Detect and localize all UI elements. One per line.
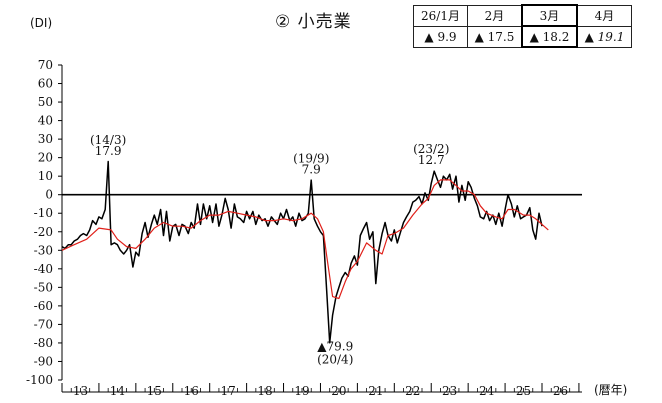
y-tick-label: -70: [34, 317, 53, 331]
annotation-period: (20/4): [317, 352, 353, 366]
annotation-period: (14/3): [90, 133, 126, 147]
annotation-period: (19/9): [293, 151, 329, 165]
annotation-value: 7.9: [302, 162, 321, 176]
y-tick-label: 10: [38, 169, 53, 183]
y-tick-label: 70: [38, 58, 53, 72]
y-tick-label: 20: [38, 151, 53, 165]
y-tick-label: -30: [34, 243, 53, 257]
x-tick-label: 15: [147, 384, 162, 398]
y-axis: 70 60 50 40 30 20 10 0 -10 -20 -30 -40 -50 -60 -70 -80 -…: [26, 58, 582, 387]
forecast-value-1: ▲ 9.9: [413, 25, 468, 48]
x-axis-unit-label: (暦年): [594, 383, 628, 397]
x-tick-label: 23: [442, 384, 457, 398]
x-tick-label: 24: [479, 384, 495, 398]
forecast-value-4: ▲ 19.1: [576, 25, 632, 48]
y-tick-label: -100: [26, 373, 53, 387]
y-tick-label: -90: [34, 354, 53, 368]
y-tick-label: -60: [34, 299, 53, 313]
di-actual-line: [61, 160, 543, 344]
forecast-value-3: ▲ 18.2: [521, 25, 578, 48]
series-lines: [61, 160, 549, 344]
x-tick-label: 13: [73, 384, 88, 398]
x-tick-label: 17: [221, 384, 236, 398]
annotation-period: (23/2): [413, 142, 449, 156]
y-tick-label: 30: [38, 132, 53, 146]
x-tick-label: 19: [294, 384, 309, 398]
x-tick-label: 21: [368, 384, 383, 398]
y-tick-label: -20: [34, 225, 53, 239]
di-trend-line: [61, 179, 549, 300]
x-axis: 13 14 15 16 17 18 19 20 21 22 23 24 25 26: [61, 383, 582, 398]
annotation-value: ▲79.9: [317, 339, 353, 353]
forecast-month-row: 26/1月 2月 3月 4月: [413, 4, 632, 27]
y-tick-label: 60: [38, 77, 53, 91]
y-tick-label: -40: [34, 262, 53, 276]
x-tick-label: 14: [110, 384, 126, 398]
forecast-month-1: 26/1月: [413, 4, 468, 27]
chart-title: ② 小売業: [275, 12, 352, 32]
annotation-value: 17.9: [95, 144, 122, 158]
forecast-month-4: 4月: [576, 4, 632, 27]
y-tick-label: 0: [45, 188, 53, 202]
y-tick-label: -10: [34, 206, 53, 220]
x-tick-label: 26: [553, 384, 568, 398]
y-tick-label: 40: [38, 114, 53, 128]
x-tick-label: 22: [405, 384, 420, 398]
y-tick-label: -50: [34, 280, 53, 294]
forecast-table: 26/1月 2月 3月 4月 ▲ 9.9 ▲ 17.5 ▲ 18.2 ▲ 19.…: [413, 4, 632, 48]
x-tick-label: 16: [184, 384, 199, 398]
peak-annotations: (14/3)17.9 (19/9)7.9 (23/2)12.7 (20/4)▲79.9: [90, 133, 449, 367]
x-tick-label: 25: [516, 384, 531, 398]
annotation-value: 12.7: [418, 153, 445, 167]
y-tick-label: -80: [34, 336, 53, 350]
y-tick-label: 50: [38, 95, 53, 109]
x-tick-label: 20: [331, 384, 346, 398]
forecast-month-3: 3月: [521, 4, 578, 27]
forecast-value-row: ▲ 9.9 ▲ 17.5 ▲ 18.2 ▲ 19.1: [413, 25, 632, 48]
y-axis-unit-label: (DI): [30, 16, 53, 30]
x-tick-label: 18: [257, 384, 272, 398]
